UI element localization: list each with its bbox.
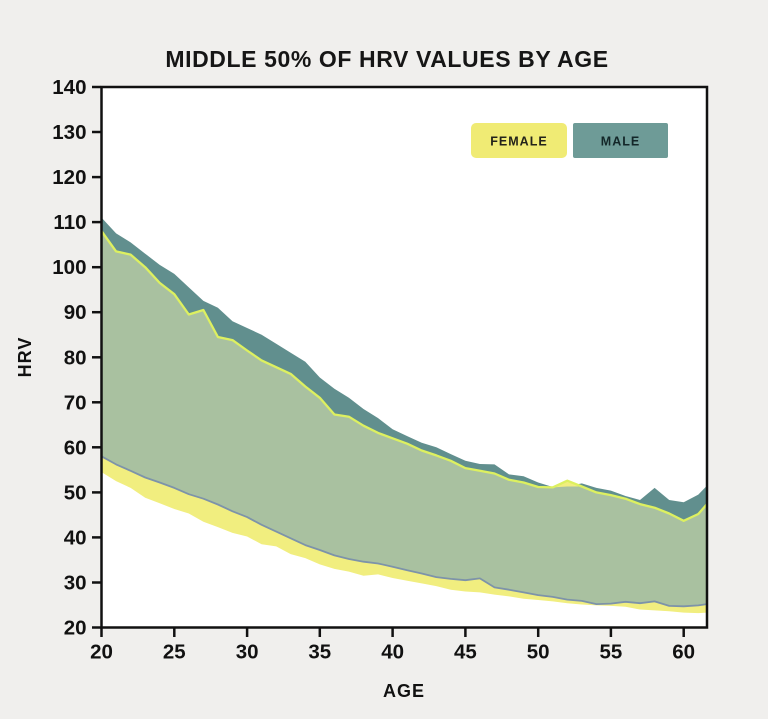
legend-item-female[interactable]: FEMALE [471,123,567,158]
legend-label-female: FEMALE [490,135,547,149]
y-tick-label: 40 [64,526,87,549]
y-tick-label: 140 [52,76,86,99]
x-tick-label: 45 [454,641,477,664]
male-lower-edge-line [101,455,707,608]
y-tick-label: 100 [52,256,86,279]
legend-item-male[interactable]: MALE [573,123,668,158]
x-tick-label: 40 [381,641,404,664]
x-tick-label: 55 [599,641,622,664]
y-tick-label: 30 [64,572,87,595]
y-tick-label: 50 [64,481,87,504]
y-axis-ticks: 20 30 40 50 60 70 80 90 100 110 120 130 140 [52,76,101,640]
x-tick-label: 20 [90,641,113,664]
legend-label-male: MALE [601,135,640,149]
y-tick-label: 130 [52,121,86,144]
y-tick-label: 80 [64,346,87,369]
female-upper-edge-line [101,230,707,522]
x-tick-label: 30 [236,641,259,664]
overlap-band-area [101,231,707,607]
x-tick-label: 50 [527,641,550,664]
x-tick-label: 35 [308,641,331,664]
y-tick-label: 110 [53,211,86,234]
x-tick-label: 25 [163,641,186,664]
chart-title: MIDDLE 50% OF HRV VALUES BY AGE [165,46,608,72]
data-bands [101,217,707,614]
y-tick-label: 90 [64,301,87,324]
plot-border [100,85,709,629]
x-axis-ticks: 20 25 30 35 40 45 50 55 60 [90,628,695,664]
y-tick-label: 60 [64,436,87,459]
x-tick-label: 60 [672,641,695,664]
legend-swatch-female [471,123,567,158]
y-tick-label: 70 [64,391,87,414]
x-axis-label: AGE [383,681,425,701]
y-axis-label: HRV [15,337,35,378]
y-tick-label: 20 [64,617,87,640]
legend: FEMALE MALE [471,123,668,158]
y-tick-label: 120 [52,166,86,189]
legend-swatch-male [573,123,668,158]
